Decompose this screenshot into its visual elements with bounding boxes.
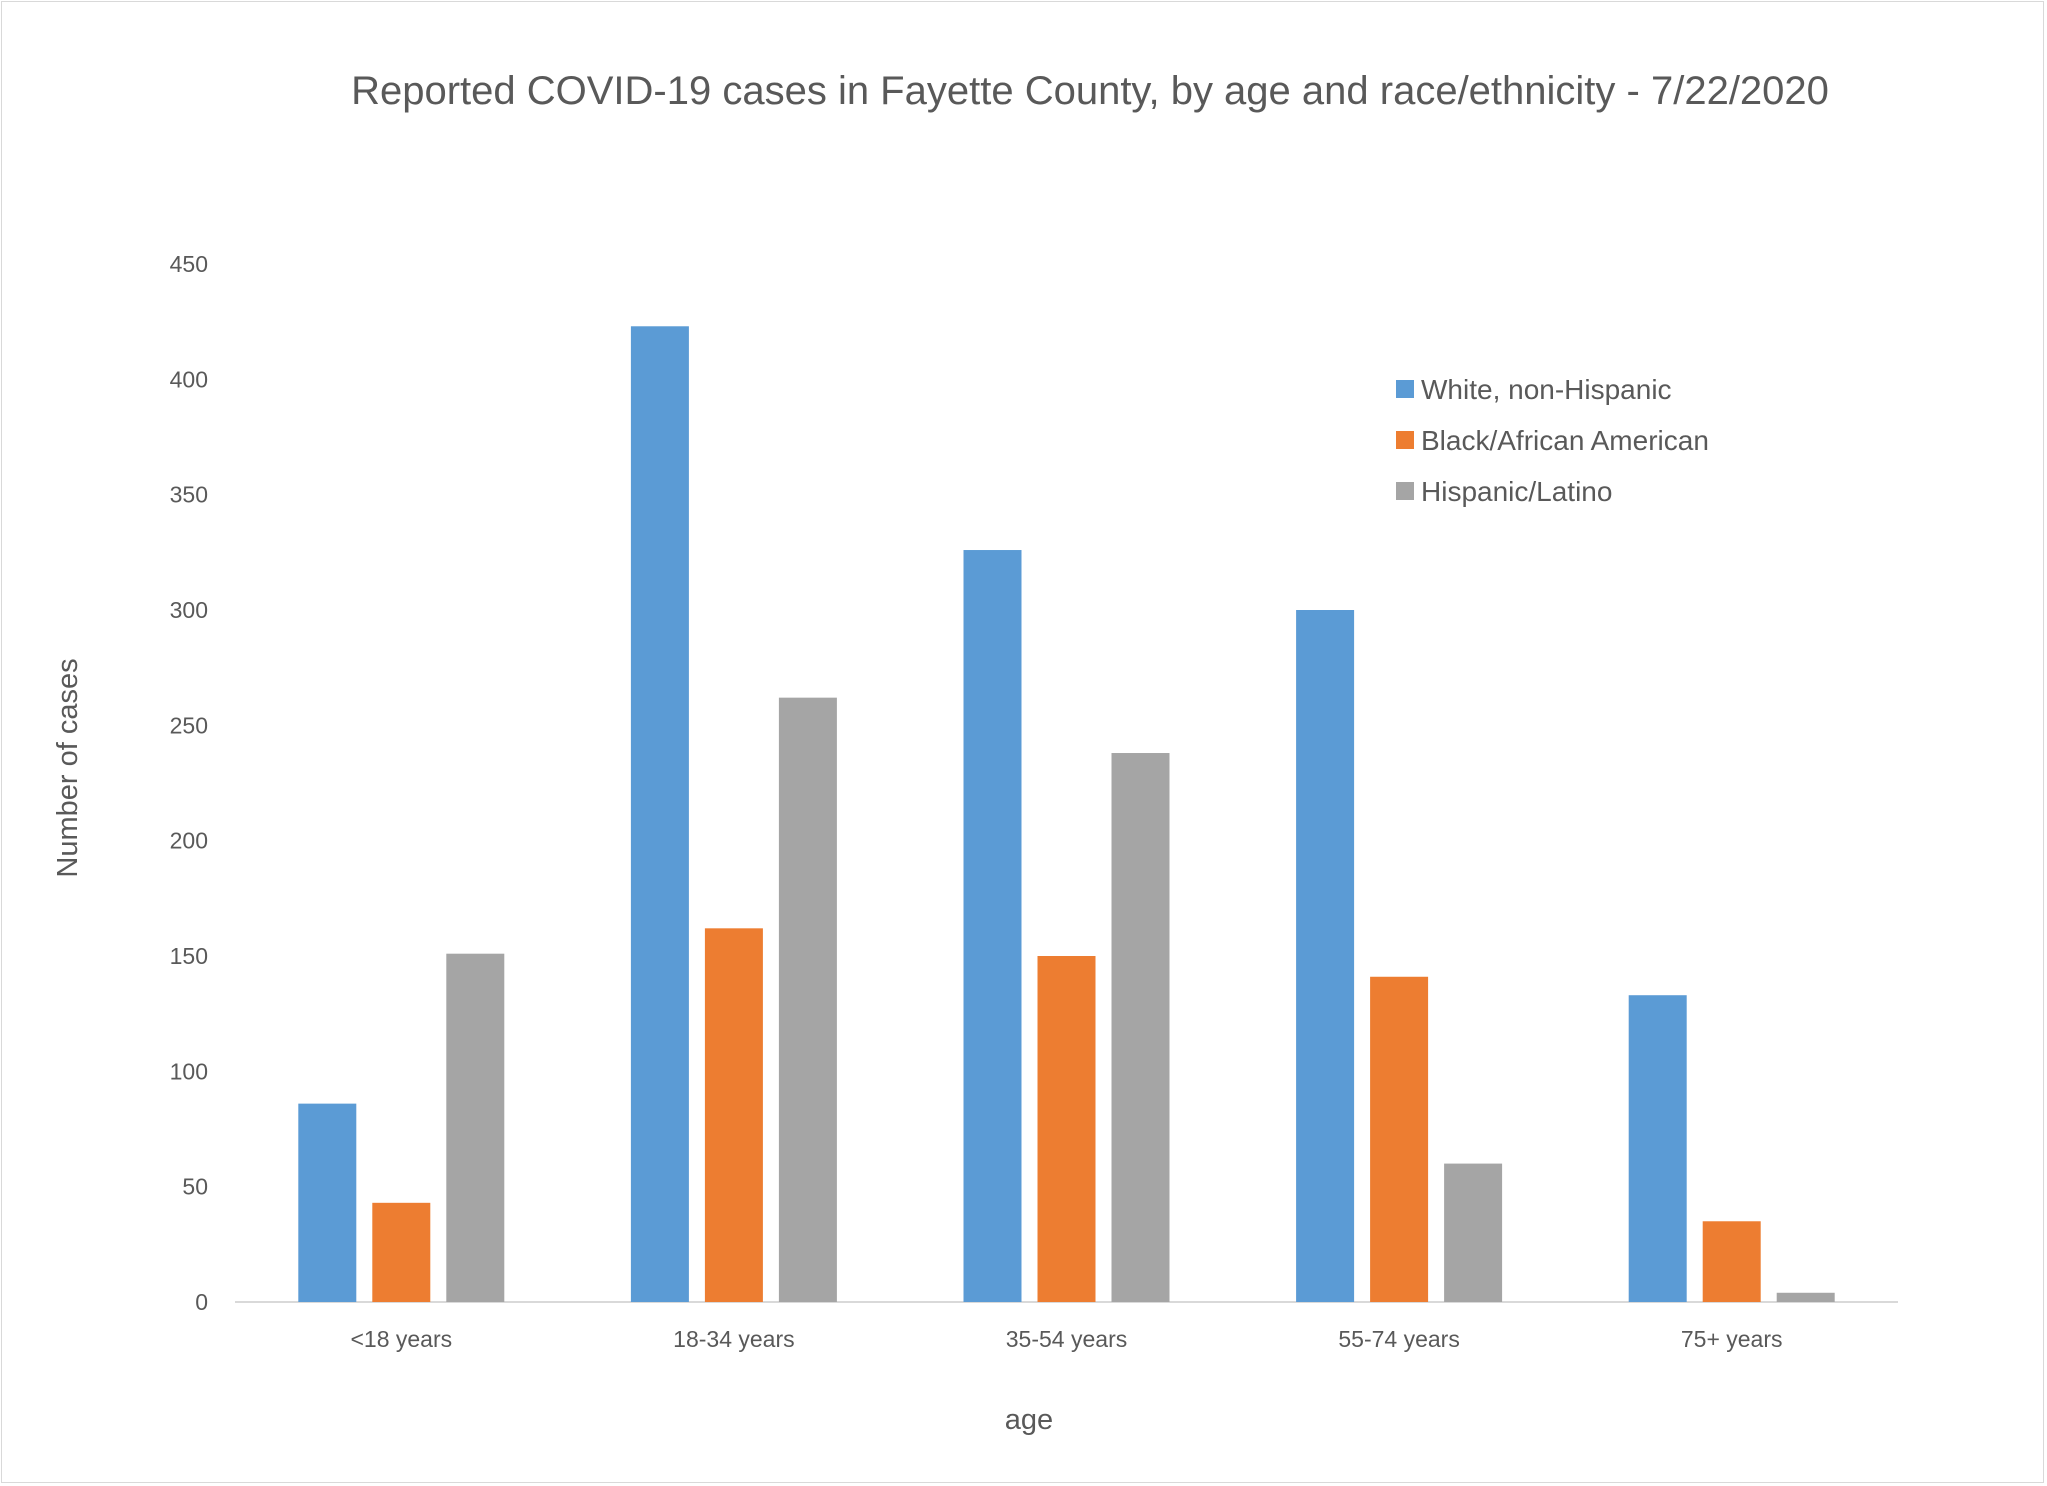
bar-series-1-3 xyxy=(1296,610,1355,1302)
bar-series-3-2 xyxy=(1111,753,1170,1302)
bar-series-3-4 xyxy=(1776,1292,1835,1302)
bar-series-1-1 xyxy=(630,326,689,1302)
legend-swatch xyxy=(1396,380,1414,398)
x-tick-label: <18 years xyxy=(350,1326,452,1352)
legend-label: White, non-Hispanic xyxy=(1421,374,1672,405)
bar-series-3-1 xyxy=(778,697,837,1302)
bar-series-2-4 xyxy=(1702,1221,1761,1302)
y-axis-title: Number of cases xyxy=(52,658,84,877)
y-tick-label: 200 xyxy=(170,828,208,854)
bar-series-2-0 xyxy=(372,1202,431,1302)
bar-series-1-4 xyxy=(1628,995,1687,1302)
x-axis-tick-labels: <18 years 18-34 years 35-54 years 55-74 yea… xyxy=(350,1326,1782,1352)
x-tick-label: 75+ years xyxy=(1681,1326,1783,1352)
bar-series-2-3 xyxy=(1370,976,1429,1302)
bar-series-3-3 xyxy=(1444,1163,1503,1302)
y-tick-label: 50 xyxy=(182,1174,208,1200)
legend-label: Black/African American xyxy=(1421,425,1709,456)
y-axis-tick-labels: 0 50 100 150 200 250 300 350 400 450 xyxy=(170,251,208,1315)
y-tick-label: 400 xyxy=(170,366,208,392)
y-tick-label: 100 xyxy=(170,1058,208,1084)
x-tick-label: 55-74 years xyxy=(1338,1326,1459,1352)
x-axis-title: age xyxy=(1005,1404,1053,1436)
chart-title: Reported COVID-19 cases in Fayette Count… xyxy=(351,69,1829,113)
y-tick-label: 150 xyxy=(170,943,208,969)
bar-series-1-2 xyxy=(963,550,1022,1302)
y-tick-label: 350 xyxy=(170,482,208,508)
y-tick-label: 300 xyxy=(170,597,208,623)
y-tick-label: 0 xyxy=(195,1289,208,1315)
y-tick-label: 250 xyxy=(170,712,208,738)
bar-series-1-0 xyxy=(298,1103,357,1302)
bar-series-2-2 xyxy=(1037,956,1096,1302)
bar-series-3-0 xyxy=(446,953,505,1302)
bars xyxy=(298,326,1835,1302)
x-tick-label: 18-34 years xyxy=(673,1326,794,1352)
legend-swatch xyxy=(1396,482,1414,500)
y-tick-label: 450 xyxy=(170,251,208,277)
bar-series-2-1 xyxy=(704,928,763,1302)
x-tick-label: 35-54 years xyxy=(1006,1326,1127,1352)
legend-label: Hispanic/Latino xyxy=(1421,476,1612,507)
legend-swatch xyxy=(1396,431,1414,449)
legend: White, non-Hispanic Black/African America… xyxy=(1396,374,1709,507)
